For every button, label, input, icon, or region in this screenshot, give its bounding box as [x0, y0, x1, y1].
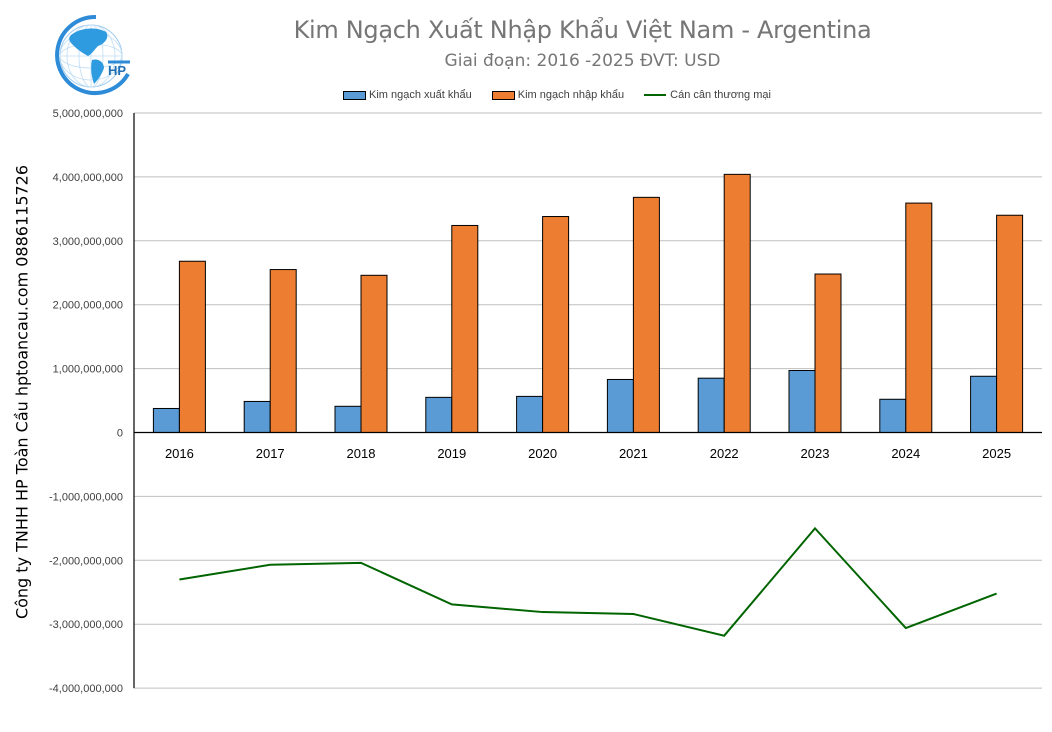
bar-import-2016[interactable]	[178, 260, 206, 433]
legend-label: Kim ngạch nhập khẩu	[517, 89, 625, 101]
company-logo: HP	[48, 12, 134, 98]
bar-series	[152, 173, 1024, 434]
x-tick-label: 2018	[347, 446, 376, 461]
x-tick-label: 2017	[256, 446, 285, 461]
y-tick-label: 5,000,000,000	[53, 108, 123, 120]
x-tick-label: 2023	[801, 446, 830, 461]
y-tick-label: -4,000,000,000	[49, 683, 123, 695]
y-tick-label: -3,000,000,000	[49, 619, 123, 631]
y-tick-label: 2,000,000,000	[53, 300, 123, 312]
balance-line-icon	[644, 94, 667, 96]
bar-export-2022[interactable]	[697, 377, 725, 433]
y-tick-label: -2,000,000,000	[49, 555, 123, 567]
legend-label: Cán cân thương mại	[670, 89, 771, 101]
x-axis-labels: 2016 2017 2018 2019 2020 2021 2022 2023 2024 2025	[165, 446, 1011, 461]
y-tick-label: 1,000,000,000	[53, 364, 123, 376]
y-tick-label: 3,000,000,000	[53, 236, 123, 248]
y-axis-labels: 5,000,000,000 4,000,000,000 3,000,000,000 2…	[49, 108, 123, 695]
bar-import-2017[interactable]	[269, 269, 297, 433]
x-tick-label: 2024	[891, 446, 920, 461]
import-swatch-icon	[491, 90, 515, 100]
bar-import-2022[interactable]	[723, 173, 751, 433]
gridlines	[134, 112, 1042, 689]
legend-item-import[interactable]: Kim ngạch nhập khẩu	[491, 89, 625, 101]
export-swatch-icon	[343, 90, 366, 100]
legend-item-export[interactable]: Kim ngạch xuất khẩu	[343, 89, 472, 101]
y-tick-label: 0	[117, 428, 123, 440]
y-tick-label: -1,000,000,000	[49, 491, 123, 503]
globe-logo-icon: HP	[55, 14, 130, 95]
chart-legend: Kim ngạch xuất khẩu Kim ngạch nhập khẩu …	[343, 89, 791, 101]
chart-subtitle: Giai đoạn: 2016 -2025 ĐVT: USD	[444, 51, 721, 71]
bar-import-2019[interactable]	[451, 224, 479, 433]
balance-line[interactable]	[179, 526, 997, 637]
bar-export-2016[interactable]	[152, 407, 180, 434]
y-tick-label: 4,000,000,000	[53, 172, 123, 184]
chart-title: Kim Ngạch Xuất Nhập Khẩu Việt Nam - Arge…	[293, 16, 872, 44]
x-tick-label: 2025	[982, 446, 1011, 461]
bar-import-2025[interactable]	[996, 214, 1024, 433]
bar-import-2023[interactable]	[814, 273, 842, 434]
bar-export-2024[interactable]	[879, 398, 907, 434]
x-tick-label: 2019	[437, 446, 466, 461]
bar-export-2021[interactable]	[606, 378, 634, 434]
x-tick-label: 2016	[165, 446, 194, 461]
x-tick-label: 2021	[619, 446, 648, 461]
bar-export-2023[interactable]	[788, 370, 816, 433]
balance-line-series	[179, 526, 997, 637]
legend-item-balance[interactable]: Cán cân thương mại	[644, 89, 771, 101]
x-tick-label: 2020	[528, 446, 557, 461]
bar-export-2018[interactable]	[334, 405, 362, 433]
bar-export-2020[interactable]	[516, 395, 544, 434]
bar-import-2018[interactable]	[360, 274, 388, 433]
x-tick-label: 2022	[710, 446, 739, 461]
bar-import-2020[interactable]	[542, 216, 570, 433]
logo-text: HP	[108, 63, 126, 78]
axes	[133, 113, 1042, 689]
legend-label: Kim ngạch xuất khẩu	[369, 89, 472, 101]
bar-import-2024[interactable]	[905, 202, 933, 433]
bar-import-2021[interactable]	[632, 196, 660, 433]
bar-export-2017[interactable]	[243, 400, 271, 434]
bar-export-2019[interactable]	[425, 396, 453, 434]
bar-export-2025[interactable]	[970, 375, 998, 434]
